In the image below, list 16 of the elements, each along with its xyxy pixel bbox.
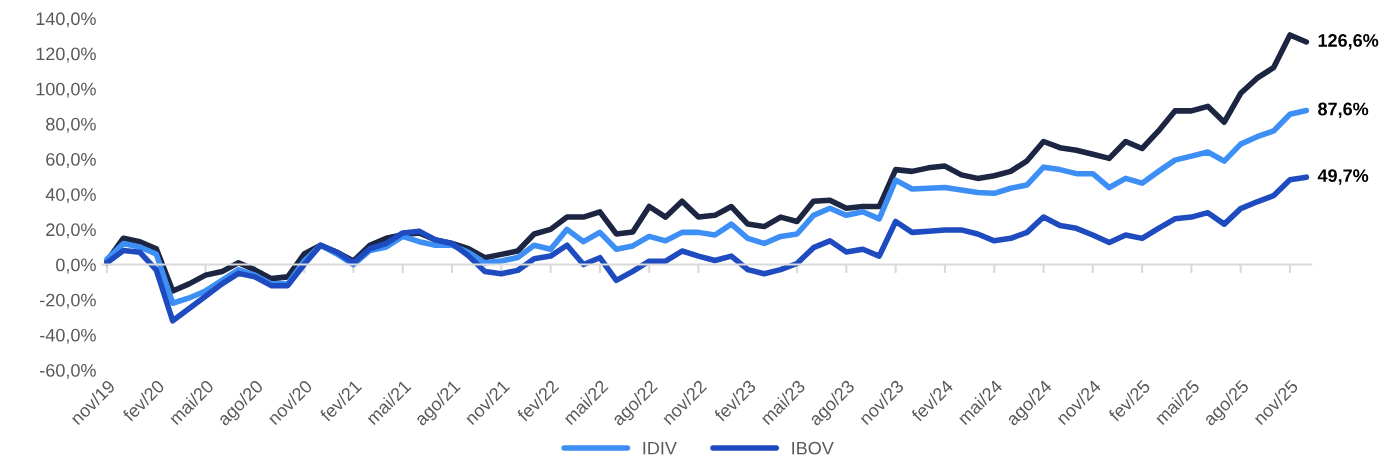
y-tick-label: -40,0% bbox=[40, 328, 96, 344]
legend-label: IBOV bbox=[792, 441, 834, 455]
y-tick-label: 60,0% bbox=[46, 153, 96, 168]
y-tick-label: 120,0% bbox=[36, 47, 96, 63]
y-tick-label: -20,0% bbox=[40, 293, 96, 309]
legend-label: IDIV bbox=[643, 441, 677, 455]
y-tick-label: 140,0% bbox=[36, 12, 96, 28]
y-tick-label: 100,0% bbox=[36, 82, 96, 98]
data-label: 87,6% bbox=[1318, 102, 1369, 118]
data-label: 49,7% bbox=[1317, 169, 1369, 185]
y-tick-label: 0,0% bbox=[56, 258, 96, 274]
data-label: 126,6% bbox=[1318, 34, 1379, 50]
y-tick-label: -60,0% bbox=[40, 363, 96, 379]
y-tick-label: 80,0% bbox=[46, 117, 96, 133]
y-tick-label: 20,0% bbox=[46, 223, 96, 239]
y-tick-label: 40,0% bbox=[45, 188, 96, 204]
